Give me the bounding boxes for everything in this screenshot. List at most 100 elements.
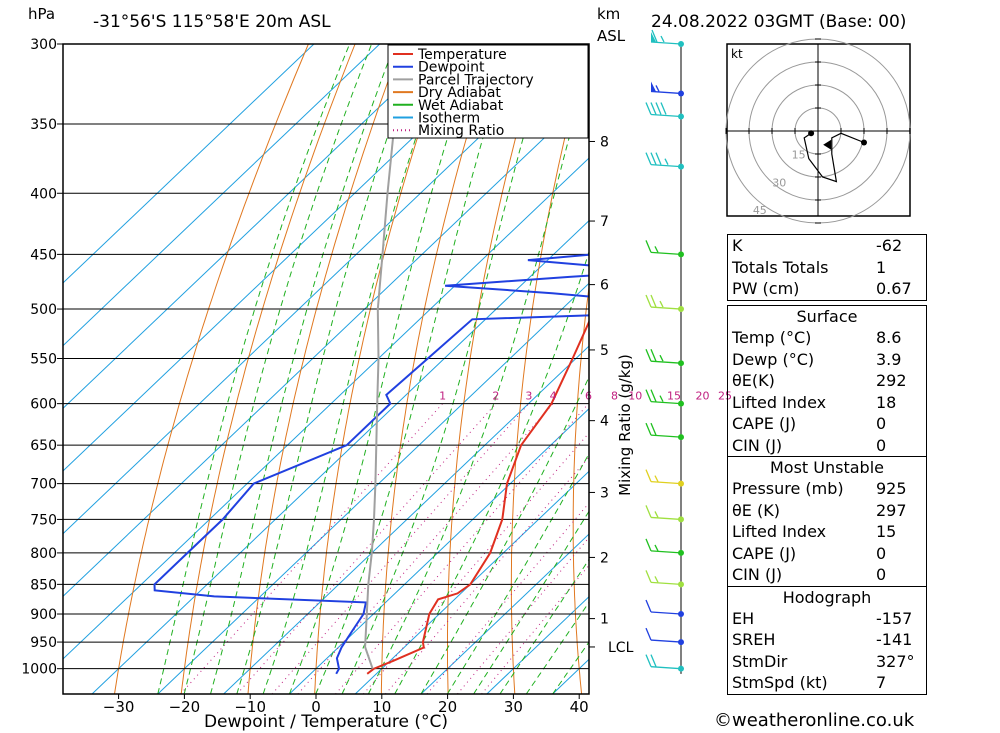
isotherm-line [63, 44, 512, 472]
index-row: CAPE (J) 0 [728, 543, 926, 565]
pressure-tick-label: 800 [30, 546, 57, 562]
mixing-ratio-label: 3 [525, 390, 532, 403]
wet-adiabat-line [315, 44, 512, 694]
index-value: 0 [876, 543, 887, 563]
isotherm-line [63, 157, 589, 660]
location-title: -31°56'S 115°58'E 20m ASL [93, 12, 331, 32]
index-label: EH [732, 608, 755, 628]
datetime-title: 24.08.2022 03GMT (Base: 00) [651, 12, 907, 32]
index-value: 3.9 [876, 349, 902, 369]
wind-barb-flag [650, 348, 657, 362]
wind-barb-flag [645, 654, 652, 667]
index-value: 0 [876, 414, 887, 433]
index-label: StmDir [732, 651, 788, 671]
wind-barb [645, 422, 684, 441]
legend-label: Mixing Ratio [418, 123, 504, 139]
index-label: Totals Totals [732, 257, 829, 277]
wind-barb-half-flag [659, 354, 664, 362]
wind-barb-flag [645, 389, 652, 402]
temperature-tick-label: 30 [504, 698, 523, 716]
wind-barb-flag [645, 240, 652, 253]
pressure-tick-label: 450 [30, 247, 57, 263]
wind-barb-half-flag [655, 85, 660, 92]
wind-barb-flag [650, 654, 657, 667]
temperature-tick-label: 10 [372, 698, 391, 716]
dry-adiabat-line [447, 44, 543, 694]
hodograph-ring-label: 45 [753, 204, 767, 217]
wind-barb-staff [650, 434, 682, 438]
hodograph-ring-label: 30 [772, 176, 786, 189]
pressure-tick-label: 350 [30, 117, 57, 133]
index-section-most-unstable: Most Unstable Pressure (mb) 925 θE (K) 297 Li… [728, 456, 926, 586]
mixing-ratio-line [363, 432, 589, 694]
temperature-tick-label: −30 [103, 698, 135, 716]
index-label: StmSpd (kt) [732, 673, 828, 692]
pressure-tick-label: 900 [30, 607, 57, 623]
dry-adiabat-line [691, 44, 728, 694]
km-asl-label: ASL [597, 27, 626, 45]
wind-barb-staff [650, 581, 682, 586]
km-tick-label: 8 [600, 134, 609, 150]
wind-barb-flag [645, 102, 652, 115]
pressure-tick-label: 700 [30, 477, 57, 493]
wet-adiabat-line [210, 44, 396, 694]
index-row: EH -157 [728, 608, 926, 630]
isotherm-line [63, 44, 381, 347]
wind-barb-staff [650, 516, 682, 521]
index-value: 0.67 [876, 279, 912, 298]
km-tick-label: 7 [600, 214, 609, 230]
wet-adiabat-line [367, 62, 589, 694]
wet-adiabat-line [341, 44, 551, 694]
isotherm-line [223, 345, 589, 694]
pressure-tick-label: 750 [30, 512, 57, 528]
index-section-title: Most Unstable [770, 458, 884, 477]
temperature-line [366, 319, 589, 675]
hodograph: kt 15 30 45 [725, 38, 911, 224]
wind-barb-flag [655, 152, 662, 165]
parcel-trajectory-line [364, 44, 407, 670]
legend-label: Isotherm [418, 111, 480, 127]
wind-barb-half-flag [654, 576, 659, 583]
wind-barb-flag [645, 627, 652, 641]
wind-barb-staff [650, 41, 682, 45]
wind-barb-staff [650, 611, 682, 615]
dry-adiabat-line [247, 44, 403, 694]
index-section-hodograph-block: Hodograph EH -157 SREH -141 StmDir 327° StmSpd … [728, 585, 926, 694]
index-row: PW (cm) 0.67 [728, 278, 926, 300]
wind-barb-flag [651, 29, 658, 43]
legend-box [387, 44, 589, 139]
isotherm-line [157, 282, 589, 694]
wind-barb-flag [645, 570, 652, 583]
index-value: 0 [876, 435, 887, 455]
index-row: Lifted Index 18 [728, 392, 926, 414]
dry-adiabat-line [958, 44, 1000, 694]
hodograph-trace [803, 132, 865, 183]
index-row: CIN (J) 0 [728, 564, 926, 586]
index-value: 297 [876, 500, 907, 520]
legend-label: Dry Adiabat [418, 85, 501, 101]
wet-adiabat-line [446, 452, 589, 694]
index-label: Temp (°C) [732, 328, 812, 347]
wind-barb-half-flag [654, 511, 659, 518]
wet-adiabat-line [420, 375, 589, 694]
index-label: CAPE (J) [732, 414, 797, 433]
wind-barb-half-flag [664, 158, 669, 165]
wind-barb [645, 570, 684, 588]
hodograph-unit-label: kt [731, 47, 743, 61]
index-value: 8.6 [876, 328, 902, 347]
index-value: -157 [876, 608, 913, 628]
wind-barb-flag [645, 538, 652, 552]
index-row: θE(K) 292 [728, 370, 926, 392]
dry-adiabat-line [114, 44, 309, 694]
index-row: StmSpd (kt) 7 [728, 672, 926, 694]
index-label: Lifted Index [732, 392, 827, 412]
wind-barb [645, 348, 684, 367]
index-row: Dewp (°C) 3.9 [728, 349, 926, 371]
wind-barb-flag [650, 294, 657, 308]
pressure-tick-label: 1000 [21, 662, 57, 678]
temperature-tick-label: 0 [311, 698, 321, 716]
index-label: SREH [732, 630, 776, 649]
dry-adiabat-line [572, 283, 589, 694]
